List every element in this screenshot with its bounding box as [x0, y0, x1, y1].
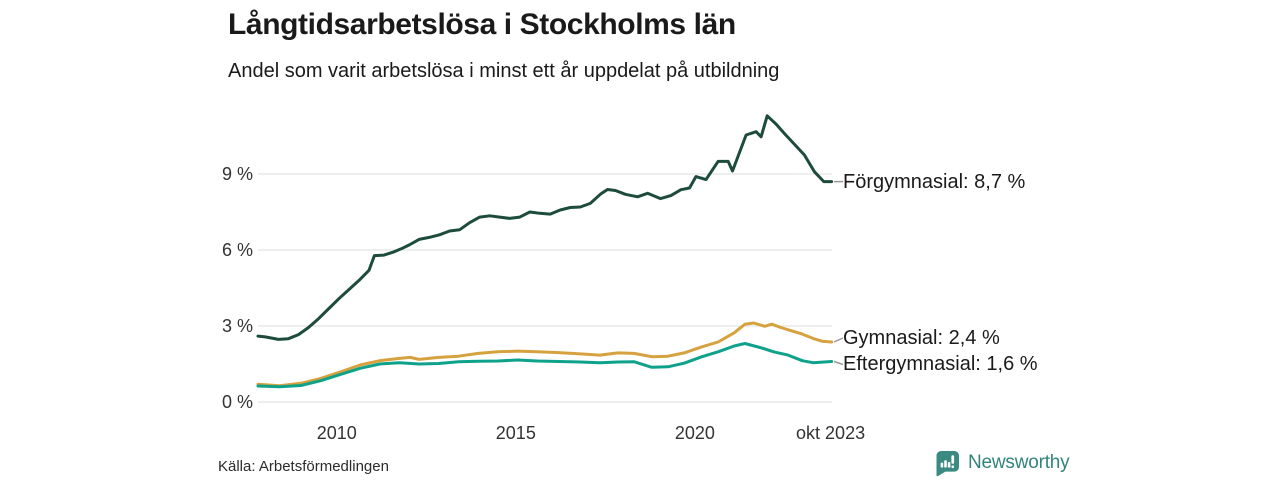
logo-bar-2	[944, 460, 947, 468]
y-axis-tick-label: 9 %	[221, 164, 253, 185]
x-axis-tick-label: 2020	[674, 423, 715, 443]
x-axis-tick-label: 2015	[495, 423, 536, 443]
logo-exclamation-stem	[951, 455, 955, 464]
brand-logo[interactable]: Newsworthy	[934, 449, 1070, 477]
series-line-eftergymnasial	[256, 342, 834, 389]
x-axis-tick-label: 2010	[316, 423, 357, 443]
series-label-gymnasial: Gymnasial: 2,4 %	[843, 326, 1000, 349]
series-label-eftergymnasial: Eftergymnasial: 1,6 %	[843, 353, 1038, 376]
y-axis-tick-label: 6 %	[221, 240, 253, 261]
newsworthy-logo-icon	[936, 451, 959, 477]
chart-title: Långtidsarbetslösa i Stockholms län	[228, 8, 736, 41]
chart-subtitle: Andel som varit arbetslösa i minst ett å…	[228, 60, 780, 82]
label-leader-line	[833, 360, 844, 366]
logo-exclamation-dot	[951, 465, 955, 469]
series-line-förgymnasial	[256, 114, 834, 341]
brand-name: Newsworthy	[968, 452, 1070, 473]
series-line-gymnasial	[256, 321, 834, 388]
y-axis-tick-label: 3 %	[221, 316, 253, 336]
logo-bar-1	[940, 462, 944, 468]
logo-bar-3	[947, 462, 951, 468]
series-label-forgymnasial: Förgymnasial: 8,7 %	[843, 170, 1026, 193]
label-leader-line	[833, 337, 844, 343]
y-axis-tick-label: 0 %	[221, 392, 253, 412]
source-note: Källa: Arbetsförmedlingen	[218, 458, 389, 475]
x-axis-tick-label: okt 2023	[796, 423, 866, 443]
